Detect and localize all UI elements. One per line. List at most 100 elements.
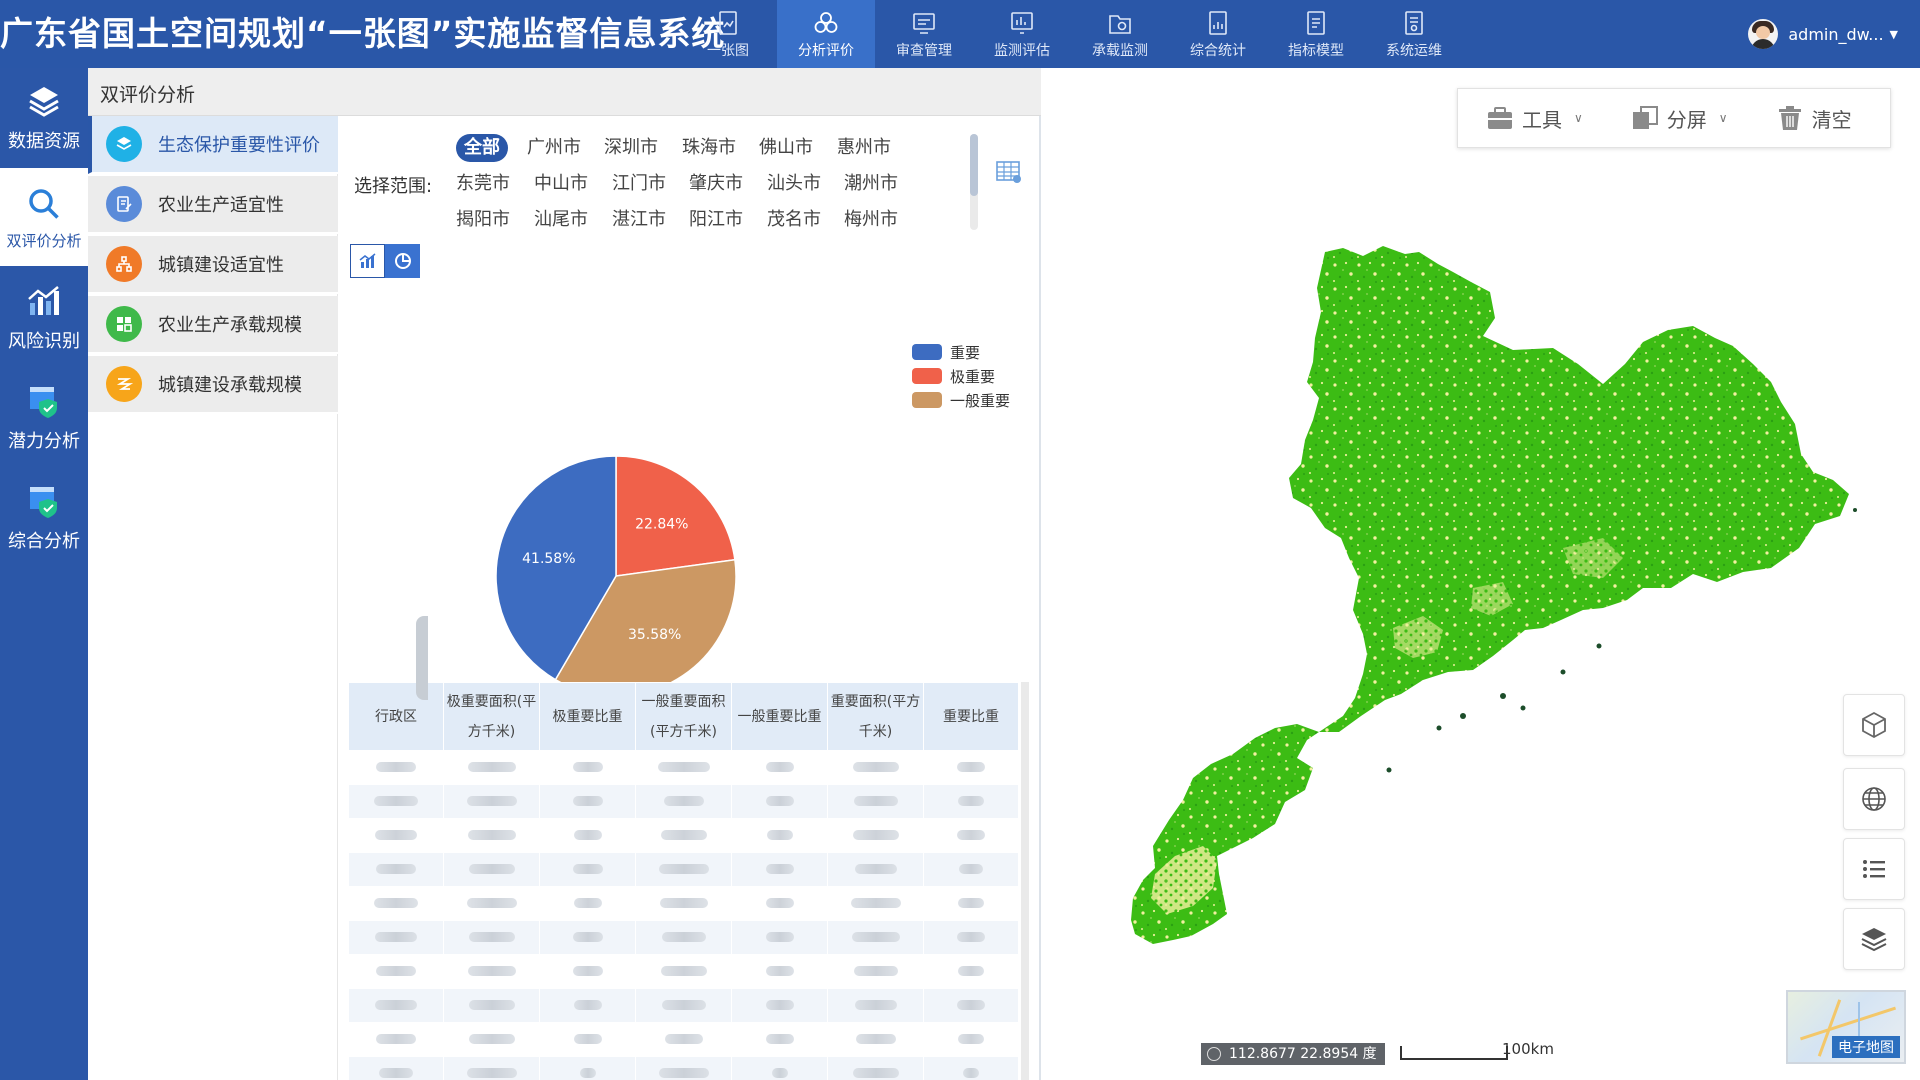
redacted-value: [765, 931, 794, 942]
pie-chart: 22.84% 35.58% 41.58%: [495, 455, 737, 697]
subnav-item-agri-capacity[interactable]: 农业生产承载规模: [88, 296, 338, 354]
city-option[interactable]: 中山市: [534, 173, 588, 194]
nav-item-review[interactable]: 审查管理: [875, 0, 973, 68]
city-option[interactable]: 潮州市: [844, 173, 898, 194]
column-header[interactable]: 重要面积(平方千米): [827, 682, 924, 751]
city-option[interactable]: 茂名市: [767, 209, 821, 230]
tools-button[interactable]: 工具 ∨: [1486, 104, 1583, 133]
redacted-value: [466, 1067, 517, 1078]
pie-chart-button[interactable]: [385, 244, 420, 278]
rail-item-dual-evaluation[interactable]: 双评价分析: [0, 168, 88, 266]
coordinate-text: 112.8677 22.8954 度: [1229, 1046, 1377, 1062]
table-cell: [827, 886, 924, 921]
legend-swatch: [912, 392, 942, 408]
rail-item-potential[interactable]: 潜力分析: [0, 368, 88, 466]
table-cell: [827, 954, 924, 989]
city-option[interactable]: 揭阳市: [456, 209, 510, 230]
redacted-value: [573, 1033, 602, 1044]
table-cell: [635, 852, 732, 887]
city-option[interactable]: 湛江市: [612, 209, 666, 230]
legend-item[interactable]: 极重要: [912, 364, 1010, 388]
city-option[interactable]: 广州市: [527, 137, 581, 158]
nav-item-model[interactable]: 指标模型: [1267, 0, 1365, 68]
table-row[interactable]: [348, 818, 1019, 853]
table-cell: [731, 818, 828, 853]
redacted-value: [661, 999, 706, 1010]
table-view-icon[interactable]: [996, 160, 1022, 184]
redacted-value: [958, 1033, 984, 1044]
3d-cube-icon: [1862, 711, 1886, 739]
city-option[interactable]: 江门市: [612, 173, 666, 194]
city-option[interactable]: 深圳市: [604, 137, 658, 158]
pie-slice[interactable]: [615, 455, 736, 577]
legend-item[interactable]: 一般重要: [912, 388, 1010, 412]
table-cell: [635, 750, 732, 785]
table-row[interactable]: [348, 920, 1019, 955]
table-row[interactable]: [348, 852, 1019, 887]
tools-label: 工具: [1522, 107, 1562, 132]
table-row[interactable]: [348, 954, 1019, 989]
city-option[interactable]: 惠州市: [837, 137, 891, 158]
scroll-thumb[interactable]: [970, 134, 978, 196]
nav-label: 监测评估: [994, 42, 1050, 59]
3d-view-button[interactable]: [1843, 694, 1905, 756]
table-row[interactable]: [348, 1022, 1019, 1057]
user-menu[interactable]: admin_dw... ▼: [1748, 18, 1898, 50]
subnav-item-ecology[interactable]: 生态保护重要性评价: [88, 116, 338, 174]
nav-item-stats[interactable]: 综合统计: [1169, 0, 1267, 68]
pie-slice[interactable]: [495, 455, 617, 681]
column-header[interactable]: 重要比重: [923, 682, 1019, 751]
column-header[interactable]: 极重要面积(平方千米): [443, 682, 540, 751]
map-view[interactable]: [1043, 68, 1920, 1080]
city-option[interactable]: 汕尾市: [534, 209, 588, 230]
clear-button[interactable]: 清空: [1776, 104, 1852, 133]
table-row[interactable]: [348, 1056, 1019, 1080]
table-cell: [443, 886, 540, 921]
table-row[interactable]: [348, 784, 1019, 819]
table-row[interactable]: [348, 886, 1019, 921]
city-option[interactable]: 珠海市: [682, 137, 736, 158]
column-header[interactable]: 行政区: [348, 682, 444, 751]
table-cell: [827, 818, 924, 853]
table-row[interactable]: [348, 988, 1019, 1023]
city-option[interactable]: 佛山市: [759, 137, 813, 158]
split-screen-button[interactable]: 分屏 ∨: [1631, 104, 1728, 133]
nav-item-monitor[interactable]: 监测评估: [973, 0, 1071, 68]
column-header[interactable]: 一般重要比重: [731, 682, 828, 751]
city-option[interactable]: 梅州市: [844, 209, 898, 230]
legend-item[interactable]: 重要: [912, 340, 1010, 364]
nav-item-yizhangtu[interactable]: 一张图: [679, 0, 777, 68]
subnav-item-agri-suitability[interactable]: 农业生产适宜性: [88, 176, 338, 234]
rail-item-data-resources[interactable]: 数据资源: [0, 68, 88, 166]
city-option[interactable]: 阳江市: [689, 209, 743, 230]
column-header[interactable]: 极重要比重: [539, 682, 636, 751]
subnav-item-urban-suitability[interactable]: 城镇建设适宜性: [88, 236, 338, 294]
list-icon: [1863, 860, 1885, 878]
legend-label: 一般重要: [950, 391, 1011, 410]
layer-list-button[interactable]: [1843, 838, 1905, 900]
city-option[interactable]: 全部: [456, 134, 508, 162]
rail-item-comprehensive[interactable]: 综合分析: [0, 468, 88, 566]
panel-resize-handle[interactable]: [416, 616, 428, 700]
globe-view-button[interactable]: [1843, 768, 1905, 830]
column-header[interactable]: 一般重要面积(平方千米): [635, 682, 732, 751]
layers-button[interactable]: [1843, 908, 1905, 970]
bar-chart-button[interactable]: [350, 244, 385, 278]
city-scrollbar[interactable]: [970, 134, 978, 230]
table-cell: [635, 920, 732, 955]
redacted-value: [661, 931, 706, 942]
city-option[interactable]: 东莞市: [456, 173, 510, 194]
nav-item-capacity[interactable]: 承载监测: [1071, 0, 1169, 68]
subnav-item-urban-capacity[interactable]: 城镇建设承载规模: [88, 356, 338, 414]
city-option[interactable]: 肇庆市: [689, 173, 743, 194]
table-cell: [923, 920, 1019, 955]
rail-item-risk[interactable]: 风险识别: [0, 268, 88, 366]
table-row[interactable]: [348, 750, 1019, 785]
city-option[interactable]: 汕头市: [767, 173, 821, 194]
basemap-switcher[interactable]: 电子地图: [1786, 990, 1906, 1064]
nav-item-ops[interactable]: 系统运维: [1365, 0, 1463, 68]
nav-item-analysis[interactable]: 分析评价: [777, 0, 875, 68]
table-scrollbar[interactable]: [1021, 682, 1029, 1080]
redacted-value: [374, 897, 418, 908]
nav-label: 分析评价: [798, 42, 854, 59]
